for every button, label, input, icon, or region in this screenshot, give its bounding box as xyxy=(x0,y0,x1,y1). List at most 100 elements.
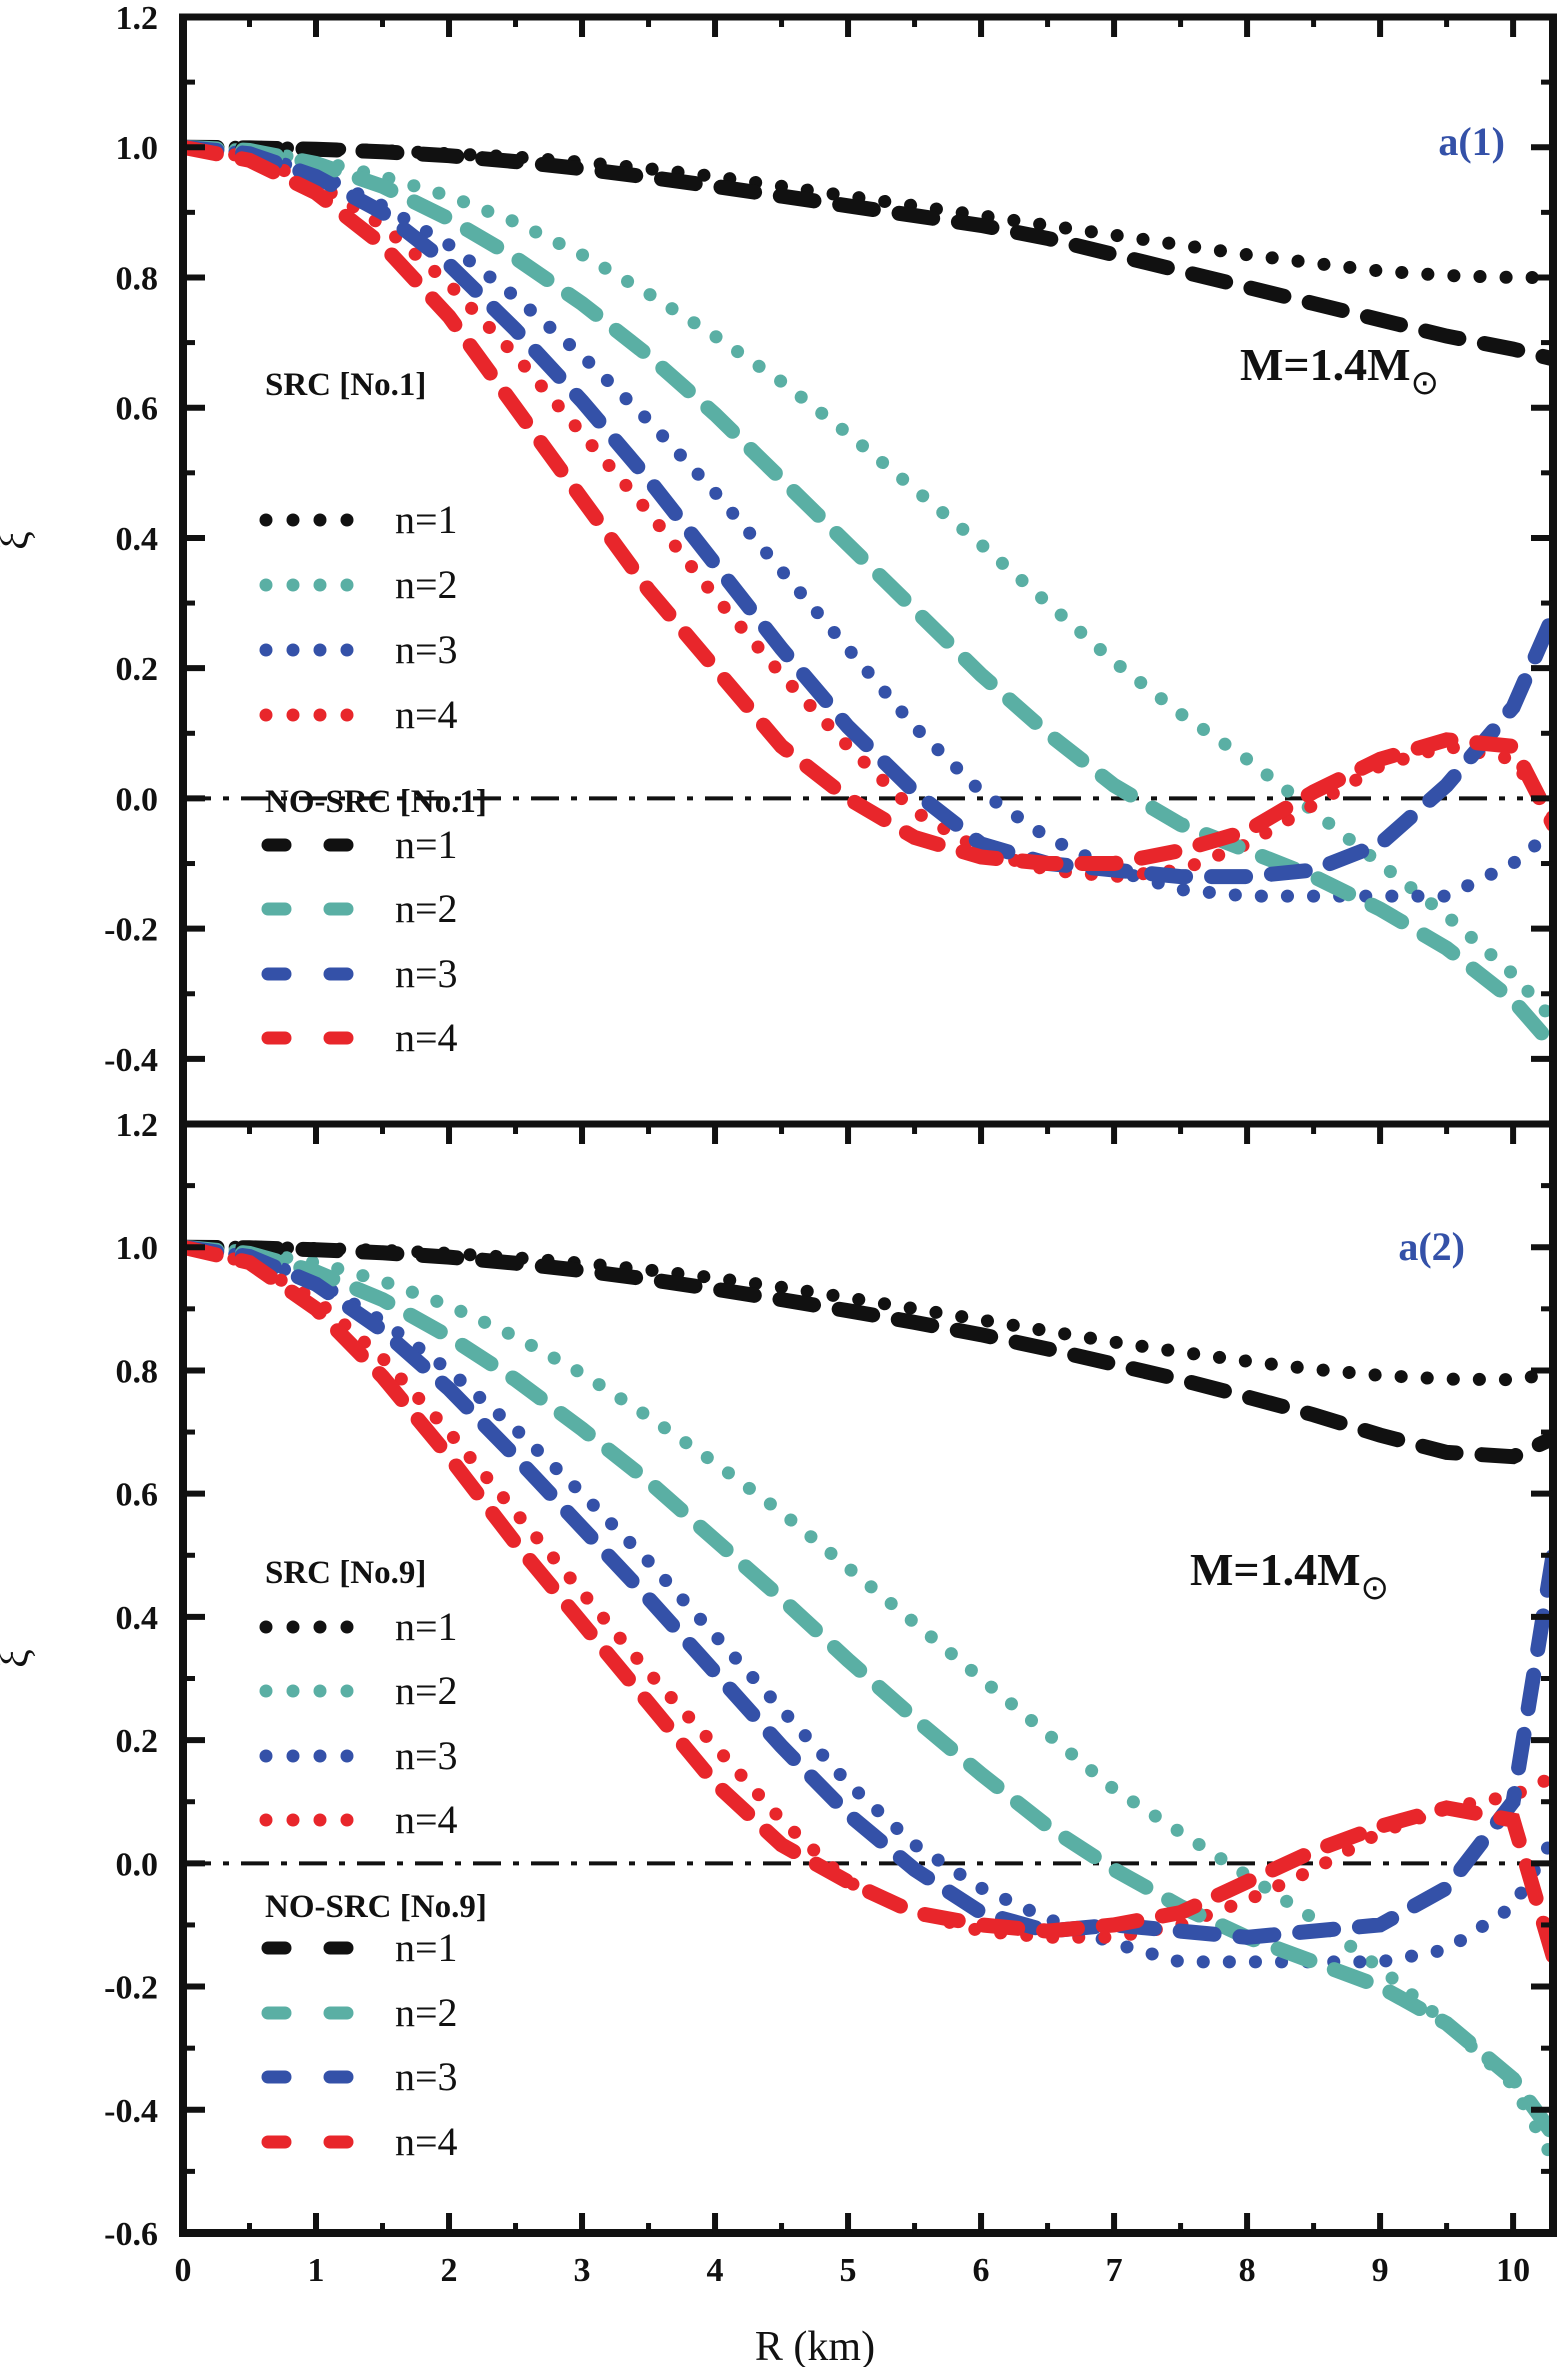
y-tick-label: -0.2 xyxy=(104,1970,158,2007)
y-tick-label: 1.0 xyxy=(116,1230,159,1267)
y-tick-label: 1.2 xyxy=(116,1107,159,1144)
x-axis-title: R (km) xyxy=(755,2324,875,2367)
x-tick-label: 2 xyxy=(441,2252,458,2289)
legend-swatch-dot xyxy=(340,643,354,657)
legend-swatch-dot xyxy=(259,1749,273,1763)
legend-swatch-dot xyxy=(313,1620,327,1634)
y-tick-label: 0.4 xyxy=(116,521,159,558)
x-tick-label: 4 xyxy=(707,2252,724,2289)
y-tick-label: -0.4 xyxy=(104,1042,158,1079)
series-src-n-1 xyxy=(183,1240,1553,1387)
legend-label: n=1 xyxy=(395,1604,458,1649)
legend-swatch-dot xyxy=(286,708,300,722)
x-tick-label: 9 xyxy=(1372,2252,1389,2289)
legend-swatch-dot xyxy=(259,708,273,722)
legend-swatch-dot xyxy=(340,1684,354,1698)
legend-swatch-dot xyxy=(286,578,300,592)
legend-swatch-dot xyxy=(340,513,354,527)
legend-label: n=4 xyxy=(395,1015,458,1060)
legend-label: n=2 xyxy=(395,1668,458,1713)
legend-swatch-dot xyxy=(313,578,327,592)
legend-swatch-dot xyxy=(259,513,273,527)
legend-label: n=4 xyxy=(395,692,458,737)
panel-tag: a(1) xyxy=(1438,119,1505,164)
legend-label: n=4 xyxy=(395,2119,458,2164)
series-src-n-2 xyxy=(183,1240,1553,2166)
legend-swatch-dot xyxy=(286,643,300,657)
panel-tag: a(2) xyxy=(1398,1224,1465,1269)
legend-swatch-dot xyxy=(313,708,327,722)
legend-swatch-dot xyxy=(286,1684,300,1698)
series-no-src-n-2 xyxy=(183,139,1553,1054)
y-tick-label: 0.4 xyxy=(116,1600,159,1637)
legend-swatch-dot xyxy=(259,1813,273,1827)
legend-no-src: NO-SRC [No.1]n=1 n=2 n=3 n=4 xyxy=(261,784,487,1060)
y-tick-label: -0.2 xyxy=(104,912,158,949)
series-src-n-4 xyxy=(183,140,1553,884)
series-no-src-n-1 xyxy=(183,139,1553,367)
series-no-src-n-1 xyxy=(183,1239,1553,1465)
y-axis-title: ξ xyxy=(0,1649,38,1668)
legend-title: SRC [No.1] xyxy=(265,367,426,403)
legend-label: n=3 xyxy=(395,951,458,996)
legend-swatch-dot xyxy=(340,578,354,592)
legend-swatch-dot xyxy=(286,513,300,527)
legend-swatch-dot xyxy=(313,1749,327,1763)
legend-swatch-dot xyxy=(340,1813,354,1827)
y-tick-label: 0.2 xyxy=(116,651,159,688)
legend-label: n=1 xyxy=(395,497,458,542)
series-src-n-3 xyxy=(183,140,1553,903)
x-tick-label: 8 xyxy=(1239,2252,1256,2289)
y-tick-label: 0.6 xyxy=(116,1477,159,1514)
series-group xyxy=(183,139,1553,1054)
legend-label: n=4 xyxy=(395,1797,458,1842)
x-tick-label: 10 xyxy=(1496,2252,1530,2289)
panel-a1: -0.4 -0.2 0.0 0.2 0.4 0.6 0.8 1.0 1.2 ξ a(1) M=1.4M… xyxy=(0,0,1557,1124)
y-tick-label: 1.0 xyxy=(116,130,159,167)
legend-swatch-dot xyxy=(340,1620,354,1634)
legend-src: SRC [No.1] n=1 n=2 n=3 n=4 xyxy=(259,367,458,737)
legend-label: n=3 xyxy=(395,627,458,672)
x-tick-label: 3 xyxy=(574,2252,591,2289)
series-no-src-n-3 xyxy=(183,1239,1553,1945)
legend-swatch-dot xyxy=(286,1813,300,1827)
series-no-src-n-3 xyxy=(183,139,1553,885)
legend-label: n=2 xyxy=(395,886,458,931)
x-tick-label: 0 xyxy=(175,2252,192,2289)
x-tick-label: 5 xyxy=(840,2252,857,2289)
series-src-n-2 xyxy=(183,140,1553,1027)
x-tick-label: 7 xyxy=(1106,2252,1123,2289)
legend-swatch-dot xyxy=(340,708,354,722)
legend-swatch-dot xyxy=(286,1749,300,1763)
y-tick-label: 1.2 xyxy=(116,0,159,37)
y-tick-label: 0.8 xyxy=(116,1353,159,1390)
y-tick-label: -0.6 xyxy=(104,2216,158,2253)
legend-swatch-dot xyxy=(313,1684,327,1698)
legend-swatch-dot xyxy=(340,1749,354,1763)
y-tick-label: 0.8 xyxy=(116,260,159,297)
legend-label: n=2 xyxy=(395,562,458,607)
legend-label: n=1 xyxy=(395,1925,458,1970)
legend-title: SRC [No.9] xyxy=(265,1555,426,1591)
y-tick-label: 0.6 xyxy=(116,391,159,428)
mass-annotation: M=1.4M⊙ xyxy=(1240,339,1439,402)
legend-swatch-dot xyxy=(259,1620,273,1634)
legend-swatch-dot xyxy=(259,643,273,657)
legend-label: n=3 xyxy=(395,2054,458,2099)
legend-label: n=2 xyxy=(395,1990,458,2035)
y-tick-label: 0.2 xyxy=(116,1723,159,1760)
series-no-src-n-4 xyxy=(183,1239,1553,1964)
y-axis-title: ξ xyxy=(0,531,38,550)
series-no-src-n-2 xyxy=(183,1239,1553,2142)
x-tick-label: 6 xyxy=(973,2252,990,2289)
legend-title: NO-SRC [No.1] xyxy=(265,784,487,820)
series-no-src-n-4 xyxy=(183,139,1553,871)
legend-swatch-dot xyxy=(313,1813,327,1827)
panel-a2: -0.6 -0.4 -0.2 0.0 0.2 0.4 0.6 0.8 1.0 1.2 0 1 2 3 4 5 6… xyxy=(0,1107,1557,2367)
legend-swatch-dot xyxy=(313,643,327,657)
legend-swatch-dot xyxy=(286,1620,300,1634)
series-src-n-3 xyxy=(183,1240,1553,1969)
legend-src: SRC [No.9] n=1 n=2 n=3 n=4 xyxy=(259,1555,458,1842)
x-tick-label: 1 xyxy=(308,2252,325,2289)
